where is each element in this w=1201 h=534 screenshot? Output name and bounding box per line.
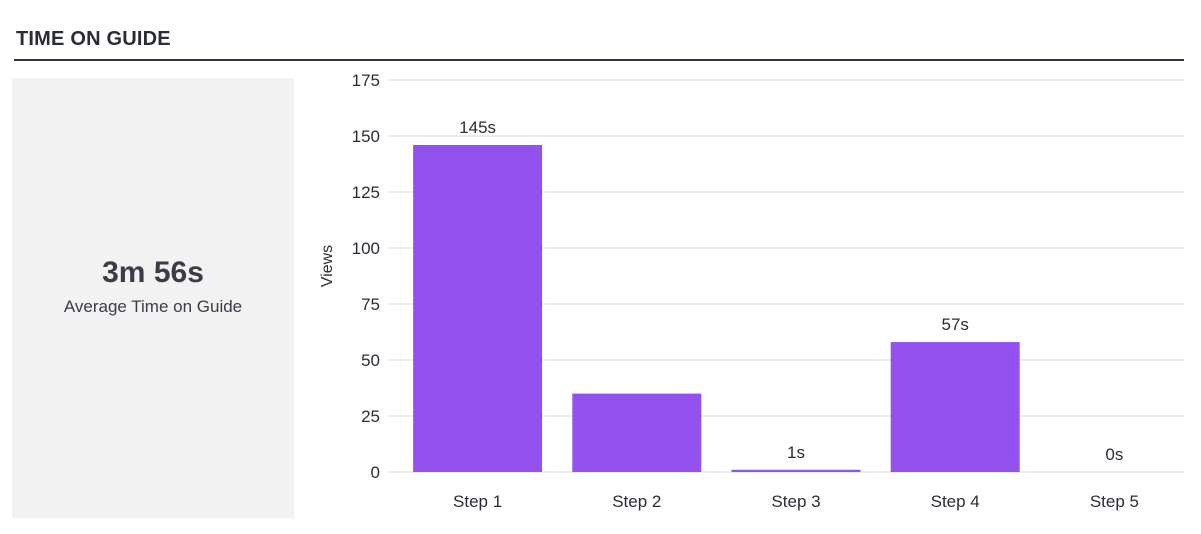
x-tick-label: Step 2 — [612, 492, 661, 511]
bar[interactable] — [413, 144, 543, 472]
bar[interactable] — [890, 342, 1020, 472]
bar-data-label: 0s — [1105, 445, 1123, 464]
bar-data-label: 57s — [941, 315, 968, 334]
y-tick-label: 100 — [352, 239, 380, 258]
x-axis-ticks: Step 1 Step 2 Step 3 Step 4 Step 5 — [453, 492, 1139, 511]
y-axis-ticks: 0 25 50 75 100 125 150 175 — [352, 71, 380, 482]
average-time-value: 3m 56s — [102, 256, 204, 289]
y-tick-label: 75 — [361, 295, 380, 314]
section-title: TIME ON GUIDE — [16, 28, 171, 50]
bars — [413, 144, 1020, 472]
bar-data-label: 1s — [787, 443, 805, 462]
bar[interactable] — [731, 469, 861, 472]
y-tick-label: 175 — [352, 71, 380, 90]
x-tick-label: Step 3 — [771, 492, 820, 511]
average-time-label: Average Time on Guide — [63, 297, 243, 316]
x-tick-label: Step 4 — [931, 492, 980, 511]
bar-data-labels: 145s 1s 57s 0s — [459, 118, 1123, 464]
x-tick-label: Step 1 — [453, 492, 502, 511]
x-tick-label: Step 5 — [1090, 492, 1139, 511]
y-tick-label: 125 — [352, 183, 380, 202]
y-tick-label: 0 — [371, 463, 380, 482]
y-tick-label: 50 — [361, 351, 380, 370]
title-divider — [14, 59, 1184, 61]
y-tick-label: 150 — [352, 127, 380, 146]
summary-card: 3m 56s Average Time on Guide — [12, 78, 294, 518]
y-axis-title: Views — [319, 245, 336, 287]
bar-data-label: 145s — [459, 118, 496, 137]
bar[interactable] — [572, 393, 702, 472]
y-tick-label: 25 — [361, 407, 380, 426]
